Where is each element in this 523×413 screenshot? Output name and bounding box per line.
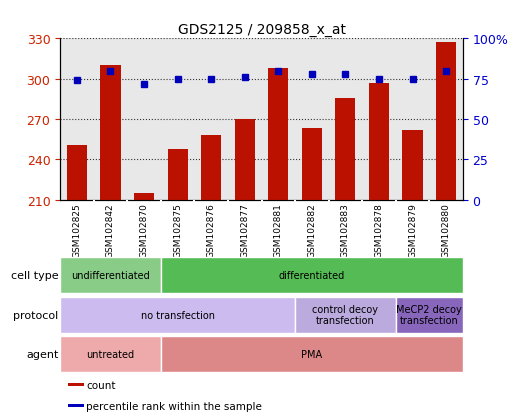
Text: agent: agent [26, 349, 59, 359]
Text: GSM102876: GSM102876 [207, 203, 215, 258]
Bar [134, 194, 154, 200]
Text: GSM102875: GSM102875 [173, 203, 182, 258]
Text: GSM102880: GSM102880 [441, 203, 451, 258]
Text: protocol: protocol [13, 310, 59, 320]
Bar [235, 120, 255, 200]
Bar [268, 69, 288, 200]
Text: undifferentiated: undifferentiated [71, 271, 150, 281]
Bar [403, 131, 423, 200]
Text: no transfection: no transfection [141, 310, 214, 320]
Bar [436, 43, 456, 200]
Text: GSM102870: GSM102870 [140, 203, 149, 258]
Text: control decoy
transfection: control decoy transfection [312, 304, 379, 326]
Bar [369, 83, 389, 200]
Bar [60, 297, 295, 333]
Bar [67, 145, 87, 200]
Text: percentile rank within the sample: percentile rank within the sample [86, 401, 262, 411]
Bar [60, 258, 161, 294]
Bar [100, 66, 121, 200]
Bar [68, 383, 84, 386]
Title: GDS2125 / 209858_x_at: GDS2125 / 209858_x_at [177, 23, 346, 37]
Text: GSM102842: GSM102842 [106, 203, 115, 258]
Bar [68, 404, 84, 408]
Text: GSM102877: GSM102877 [240, 203, 249, 258]
Bar [302, 129, 322, 200]
Bar [161, 258, 463, 294]
Text: count: count [86, 380, 116, 390]
Text: PMA: PMA [301, 349, 322, 359]
Text: differentiated: differentiated [279, 271, 345, 281]
Bar [161, 336, 463, 372]
Bar [60, 336, 161, 372]
Text: GSM102825: GSM102825 [72, 203, 82, 258]
Bar [335, 98, 356, 200]
Text: GSM102879: GSM102879 [408, 203, 417, 258]
Bar [201, 136, 221, 200]
Text: GSM102883: GSM102883 [341, 203, 350, 258]
Text: untreated: untreated [86, 349, 134, 359]
Text: GSM102878: GSM102878 [374, 203, 383, 258]
Text: GSM102881: GSM102881 [274, 203, 283, 258]
Text: cell type: cell type [11, 271, 59, 281]
Bar [167, 149, 188, 200]
Bar [396, 297, 463, 333]
Text: GSM102882: GSM102882 [308, 203, 316, 258]
Bar [295, 297, 396, 333]
Text: MeCP2 decoy
transfection: MeCP2 decoy transfection [396, 304, 462, 326]
